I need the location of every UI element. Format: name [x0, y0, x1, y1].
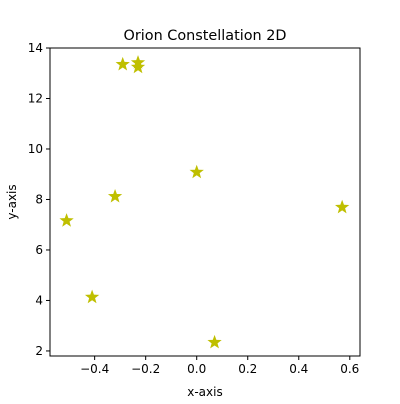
x-tick-label: 0.0	[187, 362, 206, 376]
star-marker	[115, 56, 130, 71]
y-tick-label: 8	[35, 192, 43, 206]
x-axis-label: x-axis	[187, 385, 222, 399]
y-tick-label: 10	[28, 142, 43, 156]
plot-area-frame	[49, 47, 361, 357]
star-marker	[84, 289, 100, 304]
chart-title: Orion Constellation 2D	[124, 28, 287, 44]
y-tick-label: 6	[35, 243, 43, 257]
x-tick-label: 0.2	[238, 362, 257, 376]
y-axis-label: y-axis	[5, 184, 19, 219]
star-marker	[130, 59, 146, 74]
x-tick-label: −0.4	[80, 362, 109, 376]
x-tick-label: −0.2	[131, 362, 160, 376]
y-tick-label: 4	[35, 293, 43, 307]
y-tick-label: 2	[35, 344, 43, 358]
y-tick-label: 14	[28, 41, 43, 55]
x-tick-label: 0.6	[340, 362, 359, 376]
star-marker	[59, 213, 74, 227]
star-marker	[189, 164, 204, 179]
x-axis-ticks: −0.4 −0.2 0.0 0.2 0.4 0.6	[80, 356, 359, 376]
x-tick-label: 0.4	[289, 362, 308, 376]
star-marker	[207, 334, 222, 349]
star-marker	[335, 199, 350, 214]
data-points	[59, 55, 350, 349]
y-axis-ticks: 2 4 6 8 10 12 14	[28, 41, 50, 358]
y-tick-label: 12	[28, 91, 43, 105]
star-marker	[107, 188, 123, 203]
